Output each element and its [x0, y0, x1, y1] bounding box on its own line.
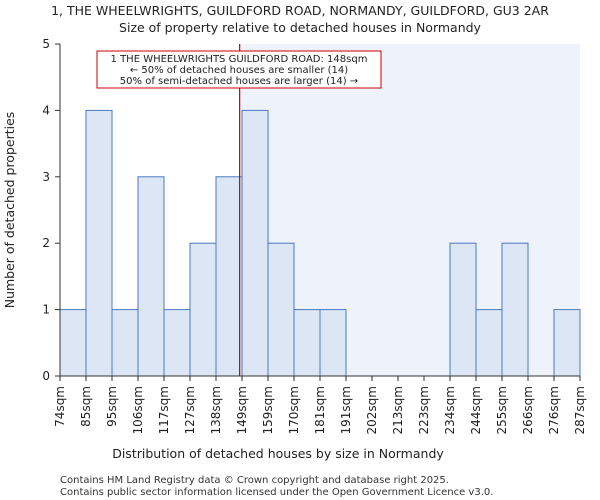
bar-106sqm [137, 176, 165, 377]
x-tick-label-202sqm: 202sqm [365, 386, 379, 434]
footer-line-1: Contains HM Land Registry data © Crown c… [60, 475, 449, 486]
plot-area: 0 1 2 3 4 5 74sqm 85sqm 95sqm 106sqm 117sqm 127sqm 1… [42, 37, 587, 434]
bar-149sqm [241, 109, 269, 377]
y-tick-label-0: 0 [42, 369, 50, 383]
x-tick-label-170sqm: 170sqm [287, 386, 301, 434]
x-tick-label-159sqm: 159sqm [261, 386, 275, 434]
bar-181sqm [319, 309, 347, 377]
x-tick-label-191sqm: 191sqm [339, 386, 353, 434]
bar-85sqm [85, 109, 113, 377]
annotation-line-2: ← 50% of detached houses are smaller (14… [130, 65, 348, 76]
chart-title: 1, THE WHEELWRIGHTS, GUILDFORD ROAD, NOR… [51, 3, 549, 18]
x-tick-label-106sqm: 106sqm [131, 386, 145, 434]
annotation-box [96, 50, 382, 89]
x-tick-label-95sqm: 95sqm [105, 386, 119, 427]
y-tick-label-5: 5 [42, 37, 50, 51]
x-tick-label-85sqm: 85sqm [79, 386, 93, 427]
x-tick-label-276sqm: 276sqm [547, 386, 561, 434]
bar-117sqm [163, 309, 191, 377]
chart-subtitle: Size of property relative to detached ho… [119, 20, 482, 35]
bar-95sqm [111, 309, 139, 377]
x-tick-label-149sqm: 149sqm [235, 386, 249, 434]
x-tick-label-255sqm: 255sqm [495, 386, 509, 434]
annotation-line-1: 1 THE WHEELWRIGHTS GUILDFORD ROAD: 148sq… [111, 54, 368, 65]
x-tick-label-234sqm: 234sqm [443, 386, 457, 434]
x-tick-label-138sqm: 138sqm [209, 386, 223, 434]
bar-255sqm [501, 242, 529, 377]
footer-line-2: Contains public sector information licen… [60, 487, 493, 498]
x-tick-label-287sqm: 287sqm [573, 386, 587, 434]
bar-276sqm [553, 309, 581, 377]
x-tick-label-266sqm: 266sqm [521, 386, 535, 434]
x-tick-label-117sqm: 117sqm [157, 386, 171, 434]
bar-74sqm [59, 309, 87, 377]
y-tick-label-3: 3 [42, 170, 50, 184]
y-axis-label: Number of detached properties [2, 112, 17, 309]
bar-127sqm [189, 242, 217, 377]
bar-170sqm [293, 309, 321, 377]
bar-138sqm [215, 176, 243, 377]
x-tick-label-244sqm: 244sqm [469, 386, 483, 434]
x-axis-label: Distribution of detached houses by size … [112, 446, 444, 461]
annotation-line-3: 50% of semi-detached houses are larger (… [120, 76, 358, 87]
bar-244sqm [475, 309, 503, 377]
x-tick-label-74sqm: 74sqm [53, 386, 67, 427]
y-tick-label-2: 2 [42, 236, 50, 250]
x-tick-label-213sqm: 213sqm [391, 386, 405, 434]
bar-159sqm [267, 242, 295, 377]
x-tick-label-127sqm: 127sqm [183, 386, 197, 434]
x-tick-label-181sqm: 181sqm [313, 386, 327, 434]
x-tick-label-223sqm: 223sqm [417, 386, 431, 434]
y-tick-label-4: 4 [42, 103, 50, 117]
y-tick-label-1: 1 [42, 303, 50, 317]
bar-234sqm [449, 242, 477, 377]
